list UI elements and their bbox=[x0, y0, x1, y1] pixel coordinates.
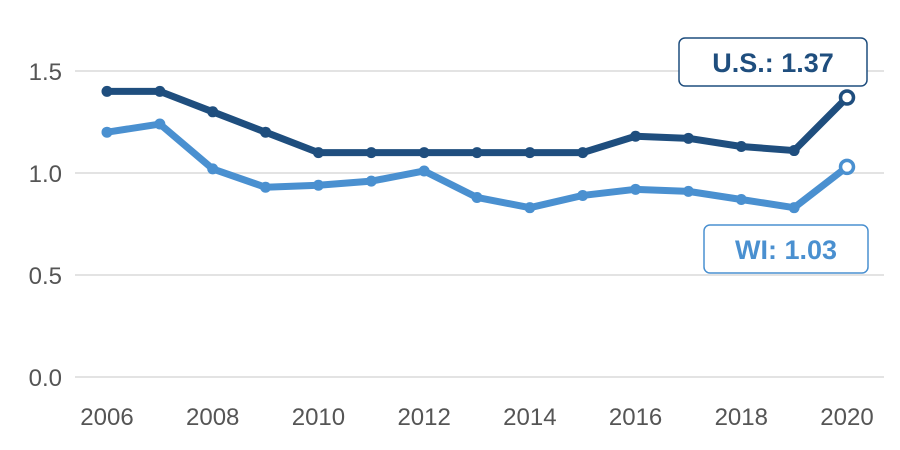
data-point bbox=[735, 140, 747, 152]
data-point bbox=[260, 126, 272, 138]
end-label-box bbox=[703, 224, 869, 274]
x-tick-label: 2010 bbox=[292, 404, 345, 431]
y-tick-label: 1.0 bbox=[29, 161, 62, 188]
y-tick-label: 0.5 bbox=[29, 263, 62, 290]
grid-lines bbox=[75, 70, 884, 378]
data-point bbox=[418, 165, 430, 177]
data-point bbox=[577, 147, 589, 159]
x-tick-label: 2014 bbox=[503, 404, 556, 431]
series-layer bbox=[101, 85, 856, 214]
series-wi bbox=[101, 118, 856, 214]
series-line bbox=[103, 87, 851, 157]
data-point bbox=[207, 163, 219, 175]
x-tick-label: 2016 bbox=[609, 404, 662, 431]
data-point bbox=[101, 85, 113, 97]
series-u-s- bbox=[101, 85, 856, 159]
y-tick-label: 0.0 bbox=[29, 365, 62, 392]
y-tick-label: 1.5 bbox=[29, 59, 62, 86]
end-labels: U.S.: 1.37 WI: 1.03 bbox=[678, 37, 869, 274]
data-point bbox=[365, 147, 377, 159]
end-label-text: U.S.: 1.37 bbox=[712, 48, 834, 78]
data-point-endpoint bbox=[838, 89, 856, 106]
x-tick-label: 2008 bbox=[186, 404, 239, 431]
data-point bbox=[735, 194, 747, 206]
y-axis: 0.0 0.5 1.0 1.5 bbox=[29, 59, 62, 392]
data-point bbox=[682, 185, 694, 197]
data-point bbox=[418, 147, 430, 159]
end-label-wi: WI: 1.03 bbox=[703, 224, 869, 274]
data-point bbox=[260, 181, 272, 193]
data-point bbox=[630, 130, 642, 142]
end-label-text: WI: 1.03 bbox=[735, 235, 837, 265]
x-axis: 2006 2008 2010 2012 2014 2016 2018 2020 bbox=[80, 404, 873, 431]
data-point bbox=[788, 202, 800, 214]
data-point bbox=[630, 183, 642, 195]
data-point bbox=[524, 202, 536, 214]
end-label-box bbox=[678, 37, 868, 87]
end-label-u-s-: U.S.: 1.37 bbox=[678, 37, 868, 87]
data-point bbox=[471, 147, 483, 159]
x-tick-label: 2006 bbox=[80, 404, 133, 431]
data-point bbox=[365, 175, 377, 187]
data-point bbox=[312, 179, 324, 191]
data-point bbox=[682, 132, 694, 144]
data-point bbox=[524, 147, 536, 159]
x-tick-label: 2020 bbox=[820, 404, 873, 431]
data-point bbox=[471, 191, 483, 203]
data-point-endpoint bbox=[838, 158, 856, 176]
data-point bbox=[207, 106, 219, 118]
data-point bbox=[312, 147, 324, 159]
x-tick-label: 2018 bbox=[715, 404, 768, 431]
x-tick-label: 2012 bbox=[397, 404, 450, 431]
data-point bbox=[577, 189, 589, 201]
data-point bbox=[788, 145, 800, 157]
data-point bbox=[101, 126, 113, 138]
data-point bbox=[154, 118, 166, 130]
data-point bbox=[154, 85, 166, 97]
